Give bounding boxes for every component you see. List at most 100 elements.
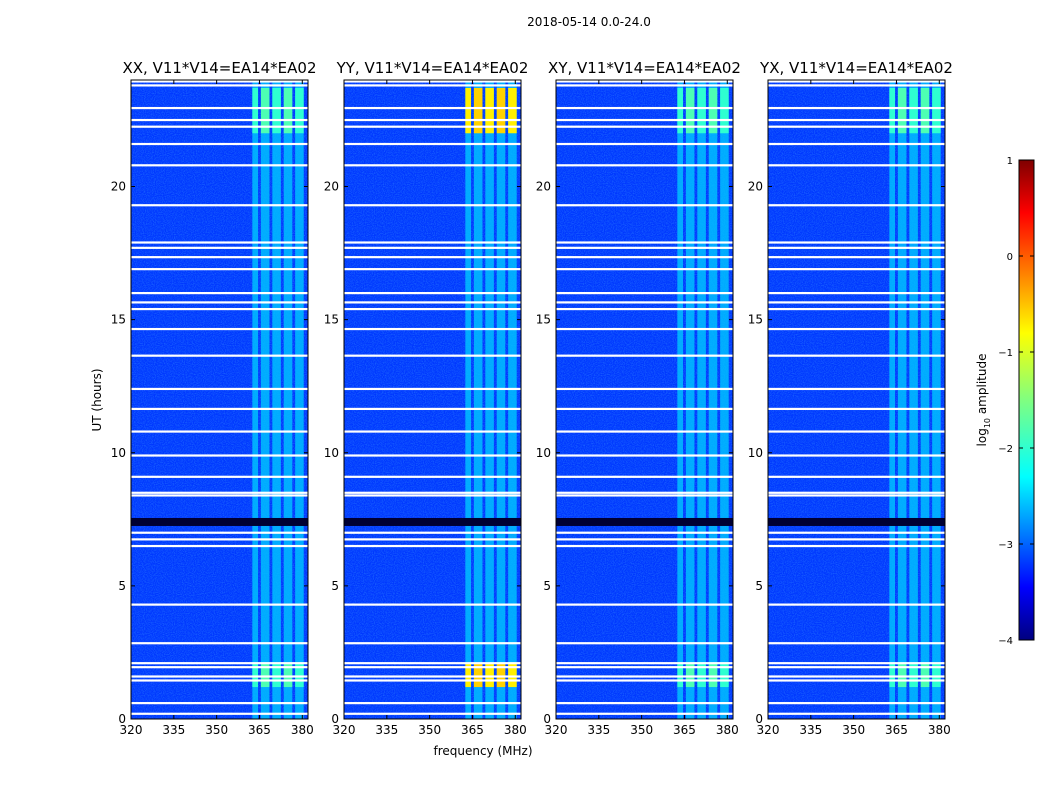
- flagged-row: [768, 603, 945, 606]
- colorbar-ticks: 1 0 −1 −2 −3 −4: [998, 156, 1034, 647]
- x-tick-label: 335: [587, 723, 610, 737]
- flagged-row: [556, 301, 733, 304]
- flagged-row: [556, 531, 733, 534]
- rfi-burst: [252, 663, 259, 688]
- flagged-row: [131, 327, 308, 331]
- rfi-band: [465, 80, 472, 719]
- flagged-row: [768, 642, 945, 645]
- flagged-row: [556, 454, 733, 457]
- flagged-row: [556, 666, 733, 669]
- rfi-band: [708, 80, 718, 719]
- flagged-row: [344, 241, 521, 244]
- flagged-row: [344, 164, 521, 167]
- colorbar-tick-label: −2: [998, 444, 1013, 455]
- flagged-row: [768, 666, 945, 669]
- flagged-row: [344, 430, 521, 433]
- flagged-row: [344, 662, 521, 665]
- rfi-burst: [473, 87, 483, 134]
- rfi-burst: [677, 663, 684, 688]
- flagged-row: [131, 603, 308, 606]
- flagged-row: [556, 106, 733, 110]
- flagged-row: [131, 164, 308, 167]
- panel-title: XX, V11*V14=EA14*EA02: [122, 59, 316, 77]
- flagged-row: [344, 292, 521, 295]
- flagged-row: [556, 354, 733, 357]
- y-tick-label: 10: [536, 446, 551, 460]
- rfi-burst: [677, 87, 684, 134]
- flagged-row: [344, 80, 521, 83]
- flagged-row: [556, 80, 733, 83]
- flagged-row: [768, 164, 945, 167]
- panel-noise: [556, 80, 733, 719]
- rfi-band: [485, 80, 494, 719]
- panel-frame: [130, 79, 309, 720]
- rfi-band: [677, 80, 684, 719]
- flagged-block: [344, 517, 521, 526]
- rfi-band: [252, 80, 259, 719]
- flagged-row: [344, 256, 521, 259]
- x-tick-label: 365: [673, 723, 696, 737]
- x-tick-label: 350: [418, 723, 441, 737]
- flagged-row: [344, 387, 521, 391]
- flagged-row: [556, 125, 733, 128]
- x-tick-label: 320: [545, 723, 568, 737]
- rfi-burst: [920, 663, 930, 688]
- panel-2: YY, V11*V14=EA14*EA02 320 335 350 365 380 0 5 10…: [324, 59, 529, 737]
- flagged-row: [344, 354, 521, 357]
- rfi-burst: [909, 663, 918, 688]
- flagged-row: [131, 662, 308, 665]
- x-tick-label: 365: [885, 723, 908, 737]
- flagged-row: [556, 491, 733, 494]
- y-tick-label: 20: [536, 180, 551, 194]
- rfi-burst: [685, 87, 695, 134]
- colorbar-label: log10 amplitude: [975, 354, 992, 447]
- x-tick-label: 335: [162, 723, 185, 737]
- rfi-burst: [697, 663, 706, 688]
- y-tick-label: 0: [755, 712, 763, 726]
- flagged-row: [556, 475, 733, 478]
- flagged-row: [556, 327, 733, 331]
- flagged-row: [556, 84, 733, 87]
- y-tick-label: 15: [536, 313, 551, 327]
- flagged-row: [768, 430, 945, 433]
- rfi-burst: [485, 663, 494, 688]
- flagged-row: [344, 204, 521, 207]
- flagged-row: [344, 531, 521, 534]
- flagged-row: [768, 301, 945, 304]
- flagged-row: [344, 454, 521, 457]
- flagged-row: [556, 292, 733, 295]
- flagged-row: [344, 666, 521, 669]
- flagged-row: [131, 84, 308, 87]
- panel-title: YX, V11*V14=EA14*EA02: [759, 59, 953, 77]
- rfi-burst: [897, 87, 907, 134]
- rfi-band: [909, 80, 918, 719]
- flagged-row: [344, 544, 521, 548]
- rfi-burst: [909, 87, 918, 134]
- flagged-block: [768, 517, 945, 526]
- flagged-row: [344, 494, 521, 497]
- rfi-burst: [708, 663, 718, 688]
- y-tick-label: 15: [111, 313, 126, 327]
- flagged-row: [768, 491, 945, 494]
- rfi-band: [473, 80, 483, 719]
- x-tick-label: 335: [375, 723, 398, 737]
- colorbar-gradient: [1018, 159, 1035, 641]
- flagged-row: [131, 292, 308, 295]
- flagged-row: [131, 301, 308, 304]
- y-tick-label: 15: [324, 313, 339, 327]
- flagged-row: [131, 125, 308, 128]
- flagged-row: [344, 407, 521, 411]
- rfi-burst: [720, 663, 729, 688]
- flagged-block: [556, 517, 733, 526]
- panel-noise: [768, 80, 945, 719]
- colorbar-tick-label: −4: [998, 636, 1013, 647]
- flagged-row: [131, 666, 308, 669]
- rfi-band: [260, 80, 270, 719]
- flagged-row: [344, 475, 521, 478]
- panel-frame: [767, 79, 946, 720]
- flagged-row: [344, 491, 521, 494]
- flagged-row: [556, 246, 733, 249]
- figure-suptitle: 2018-05-14 0.0-24.0: [527, 15, 651, 29]
- rfi-burst: [496, 87, 506, 134]
- panel-1: XX, V11*V14=EA14*EA02 320 335 350 365 380 0 5 10…: [111, 59, 317, 737]
